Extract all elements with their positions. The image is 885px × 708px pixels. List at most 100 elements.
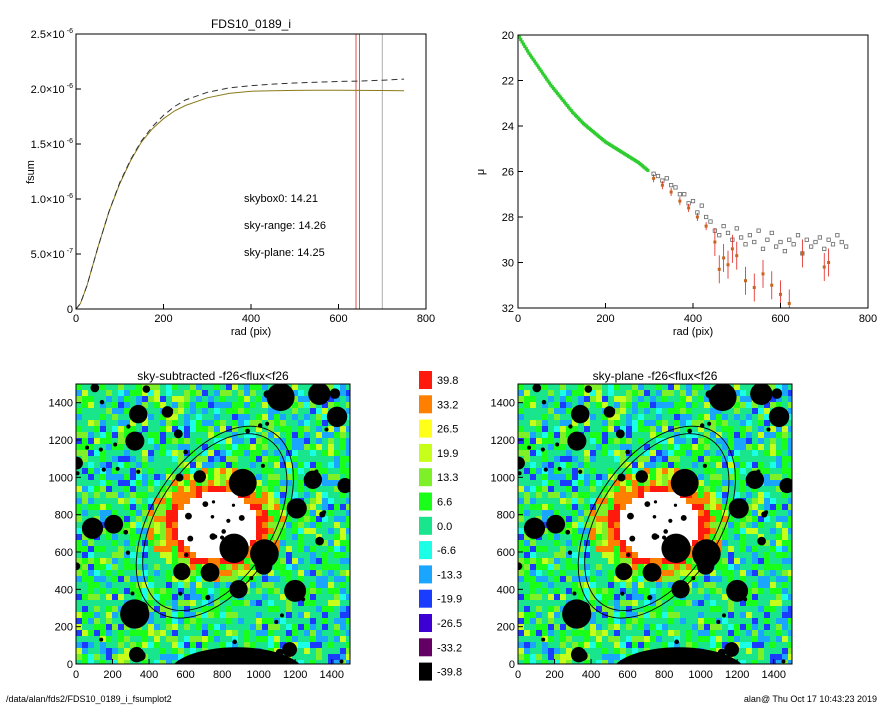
image-pixel [674,600,680,606]
panel-a-x-ticks: 0 200 400 600 800 [73,304,435,325]
image-pixel [286,636,292,642]
image-pixel [524,618,530,624]
image-pixel [530,630,536,636]
image-pixel [346,474,350,480]
image-pixel [614,618,620,624]
image-pixel [334,426,340,432]
image-pixel [650,486,656,492]
masked-source [567,431,587,451]
colorbar-label-3: 19.9 [437,448,458,460]
image-pixel [280,516,286,522]
image-pixel [626,636,632,642]
image-pixel [298,624,304,630]
image-pixel [728,444,734,450]
image-pixel [554,624,560,630]
image-pixel [668,528,674,534]
image-pixel [746,612,752,618]
image-pixel [190,402,196,408]
image-pixel [208,624,214,630]
image-pixel [76,642,82,648]
image-pixel [710,504,716,510]
image-pixel [698,384,704,390]
image-pixel [788,414,792,420]
image-pixel [190,492,196,498]
image-pixel [148,576,154,582]
profile-point-green [551,86,556,91]
image-pixel [680,522,686,528]
image-pixel [590,528,596,534]
image-pixel [560,480,566,486]
image-pixel [560,426,566,432]
image-pixel [130,486,136,492]
image-pixel [220,594,226,600]
image-pixel [566,432,572,438]
image-pixel [644,528,650,534]
image-pixel [232,570,238,576]
image-pixel [100,648,106,654]
image-pixel [142,450,148,456]
image-pixel [740,462,746,468]
image-pixel [536,546,542,552]
image-pixel [142,522,148,528]
image-pixel [226,468,232,474]
image-pixel [542,642,548,648]
image-pixel [130,630,136,636]
image-pixel [590,534,596,540]
image-pixel [106,582,112,588]
image-pixel [584,642,590,648]
masked-source [721,613,726,618]
image-pixel [758,408,764,414]
colorbar-swatch-10 [419,614,432,632]
image-pixel [118,420,124,426]
image-pixel [82,546,88,552]
image-pixel [764,408,770,414]
image-pixel [566,660,572,664]
image-pixel [196,420,202,426]
image-pixel [578,510,584,516]
image-pixel [112,408,118,414]
image-pixel [542,402,548,408]
image-pixel [214,582,220,588]
image-pixel [178,462,184,468]
image-pixel [202,624,208,630]
image-pixel [256,528,262,534]
profile-point-red [678,199,682,203]
masked-source [136,469,141,474]
image-pixel [124,498,130,504]
image-pixel [184,612,190,618]
image-pixel [310,600,316,606]
image-pixel [650,540,656,546]
image-pixel [578,474,584,480]
image-pixel [596,540,602,546]
image-pixel [782,534,788,540]
image-pixel [788,504,792,510]
image-pixel [560,384,566,390]
image-pixel [190,474,196,480]
colorbar-swatch-0 [419,371,432,389]
image-pixel [692,528,698,534]
image-pixel [590,480,596,486]
image-pixel [710,636,716,642]
image-pixel [758,438,764,444]
image-pixel [136,516,142,522]
image-pixel [214,402,220,408]
image-pixel [226,408,232,414]
image-pixel [172,624,178,630]
image-pixel [722,516,728,522]
panel-d-title: sky-plane -f26<flux<f26 [593,369,718,383]
profile-point-green [541,71,545,75]
image-pixel [280,498,286,504]
image-pixel [614,654,620,660]
image-pixel [656,540,662,546]
image-pixel [632,552,638,558]
masked-source [173,429,183,439]
image-pixel [524,402,530,408]
masked-source [99,399,105,405]
image-pixel [154,606,160,612]
image-pixel [518,504,524,510]
image-pixel [112,576,118,582]
image-pixel [238,498,244,504]
image-pixel [148,516,154,522]
image-pixel [184,402,190,408]
